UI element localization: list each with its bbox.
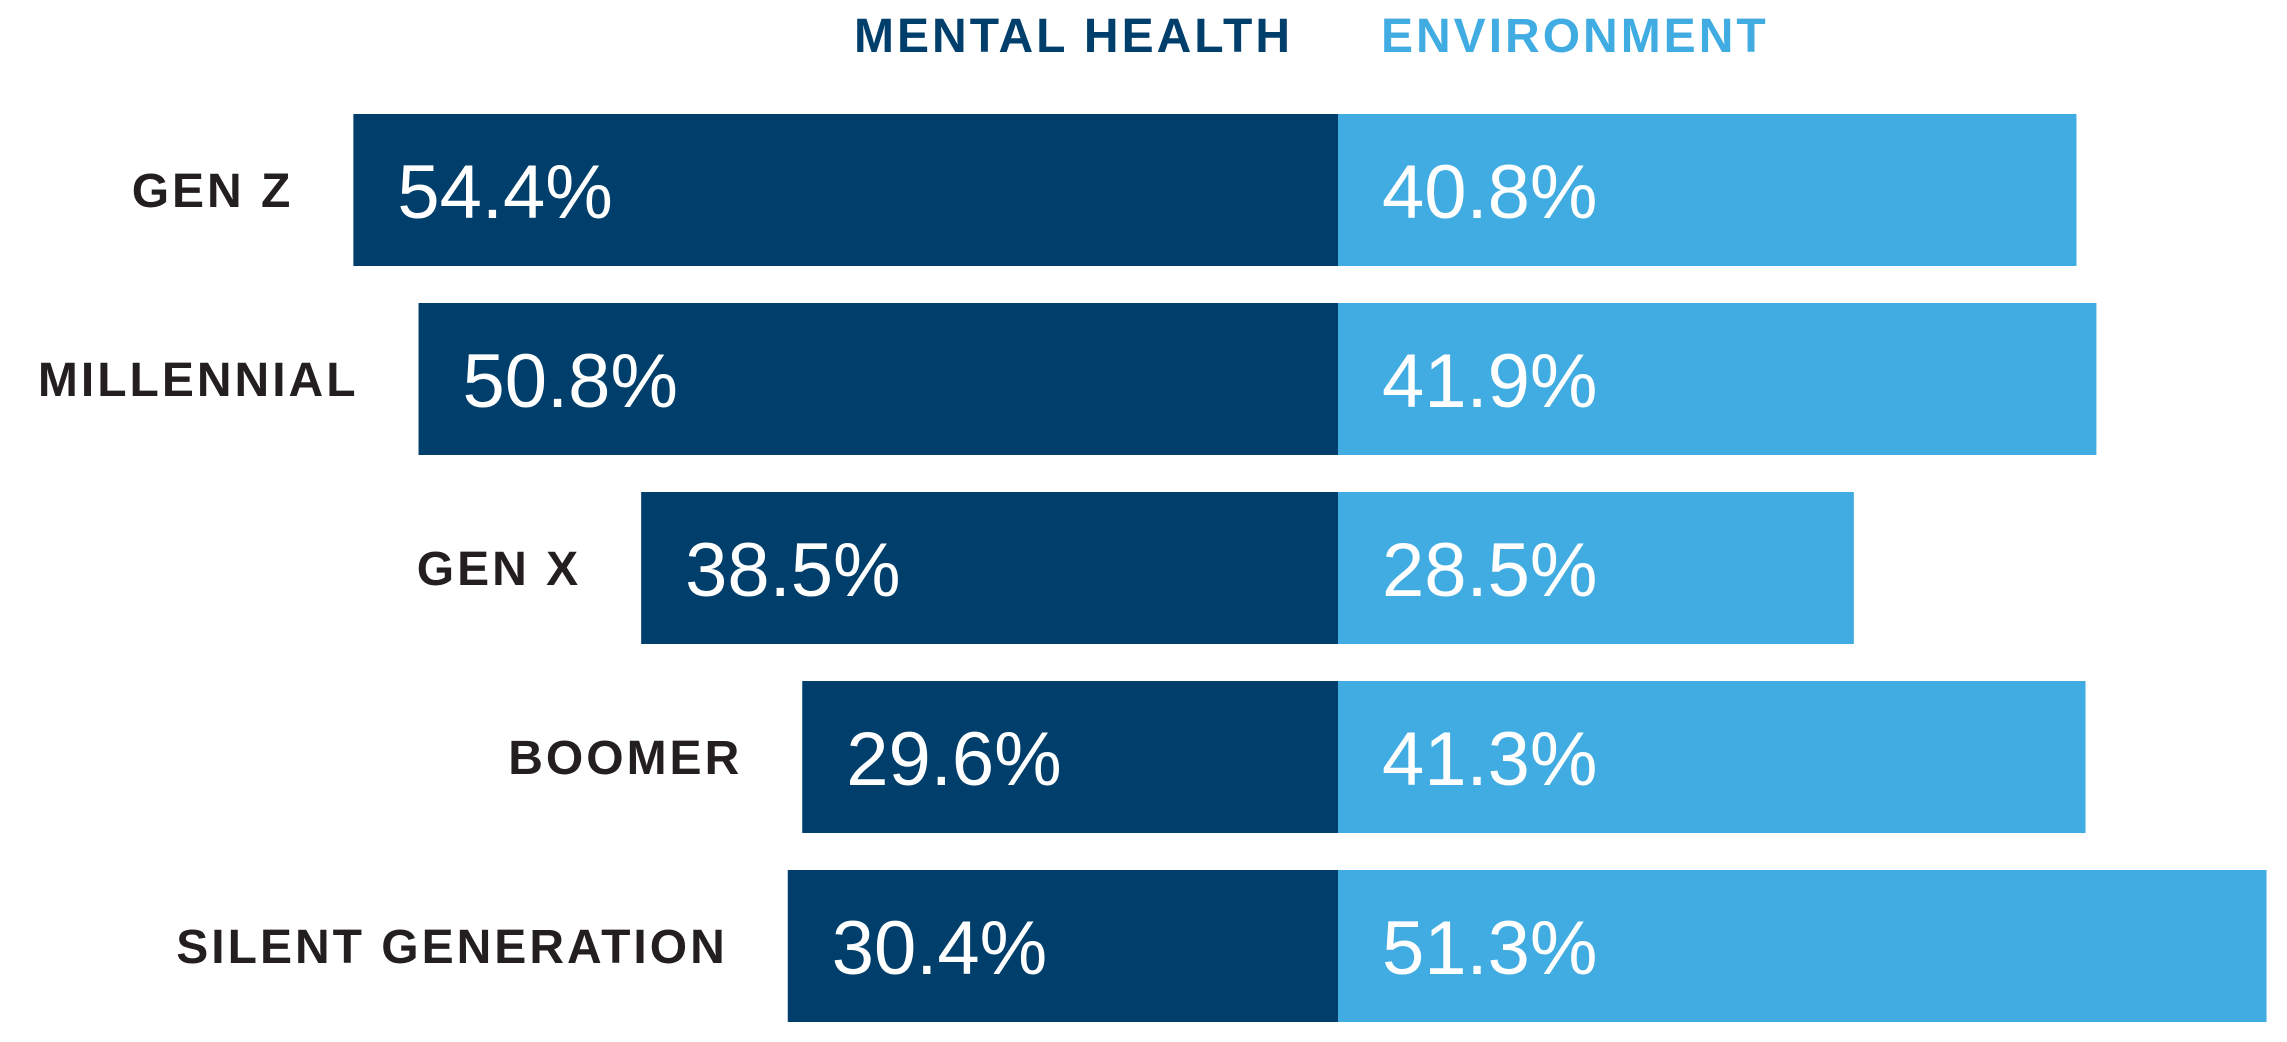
bar-environment-boomer <box>1338 681 2086 833</box>
value-label-mental-health-millennial: 50.8% <box>463 339 679 424</box>
value-label-mental-health-gen-z: 54.4% <box>397 150 613 235</box>
value-label-environment-boomer: 41.3% <box>1382 717 1598 802</box>
bar-mental-health-millennial <box>418 303 1338 455</box>
bar-mental-health-silent-generation <box>787 870 1338 1022</box>
value-labels-group: 54.4% 40.8% 50.8% 41.9% 38.5% 28.5% 29.6% 41.3%… <box>397 150 1597 991</box>
legend-mental-health: MENTAL HEALTH <box>854 10 1293 63</box>
bar-environment-gen-z <box>1338 114 2077 266</box>
bar-mental-health-gen-z <box>353 114 1338 266</box>
category-label-gen-z: GEN Z <box>132 165 294 218</box>
legend-environment: ENVIRONMENT <box>1381 10 1769 63</box>
legend: MENTAL HEALTH ENVIRONMENT <box>854 10 1769 63</box>
value-label-mental-health-silent-generation: 30.4% <box>832 906 1048 991</box>
value-label-mental-health-gen-x: 38.5% <box>685 528 901 613</box>
bar-environment-silent-generation <box>1338 870 2267 1022</box>
bar-mental-health-gen-x <box>641 492 1338 644</box>
bar-mental-health-boomer <box>802 681 1338 833</box>
category-label-gen-x: GEN X <box>417 543 581 596</box>
bar-environment-millennial <box>1338 303 2097 455</box>
category-label-silent-generation: SILENT GENERATION <box>176 921 727 974</box>
category-labels-group: GEN Z MILLENNIAL GEN X BOOMER SILENT GENERAT… <box>38 165 742 974</box>
bars-group <box>353 114 2267 1022</box>
category-label-boomer: BOOMER <box>508 732 742 785</box>
value-label-mental-health-boomer: 29.6% <box>846 717 1062 802</box>
value-label-environment-millennial: 41.9% <box>1382 339 1598 424</box>
value-label-environment-gen-z: 40.8% <box>1382 150 1598 235</box>
bar-environment-gen-x <box>1338 492 1854 644</box>
category-label-millennial: MILLENNIAL <box>38 354 359 407</box>
value-label-environment-silent-generation: 51.3% <box>1382 906 1598 991</box>
value-label-environment-gen-x: 28.5% <box>1382 528 1598 613</box>
